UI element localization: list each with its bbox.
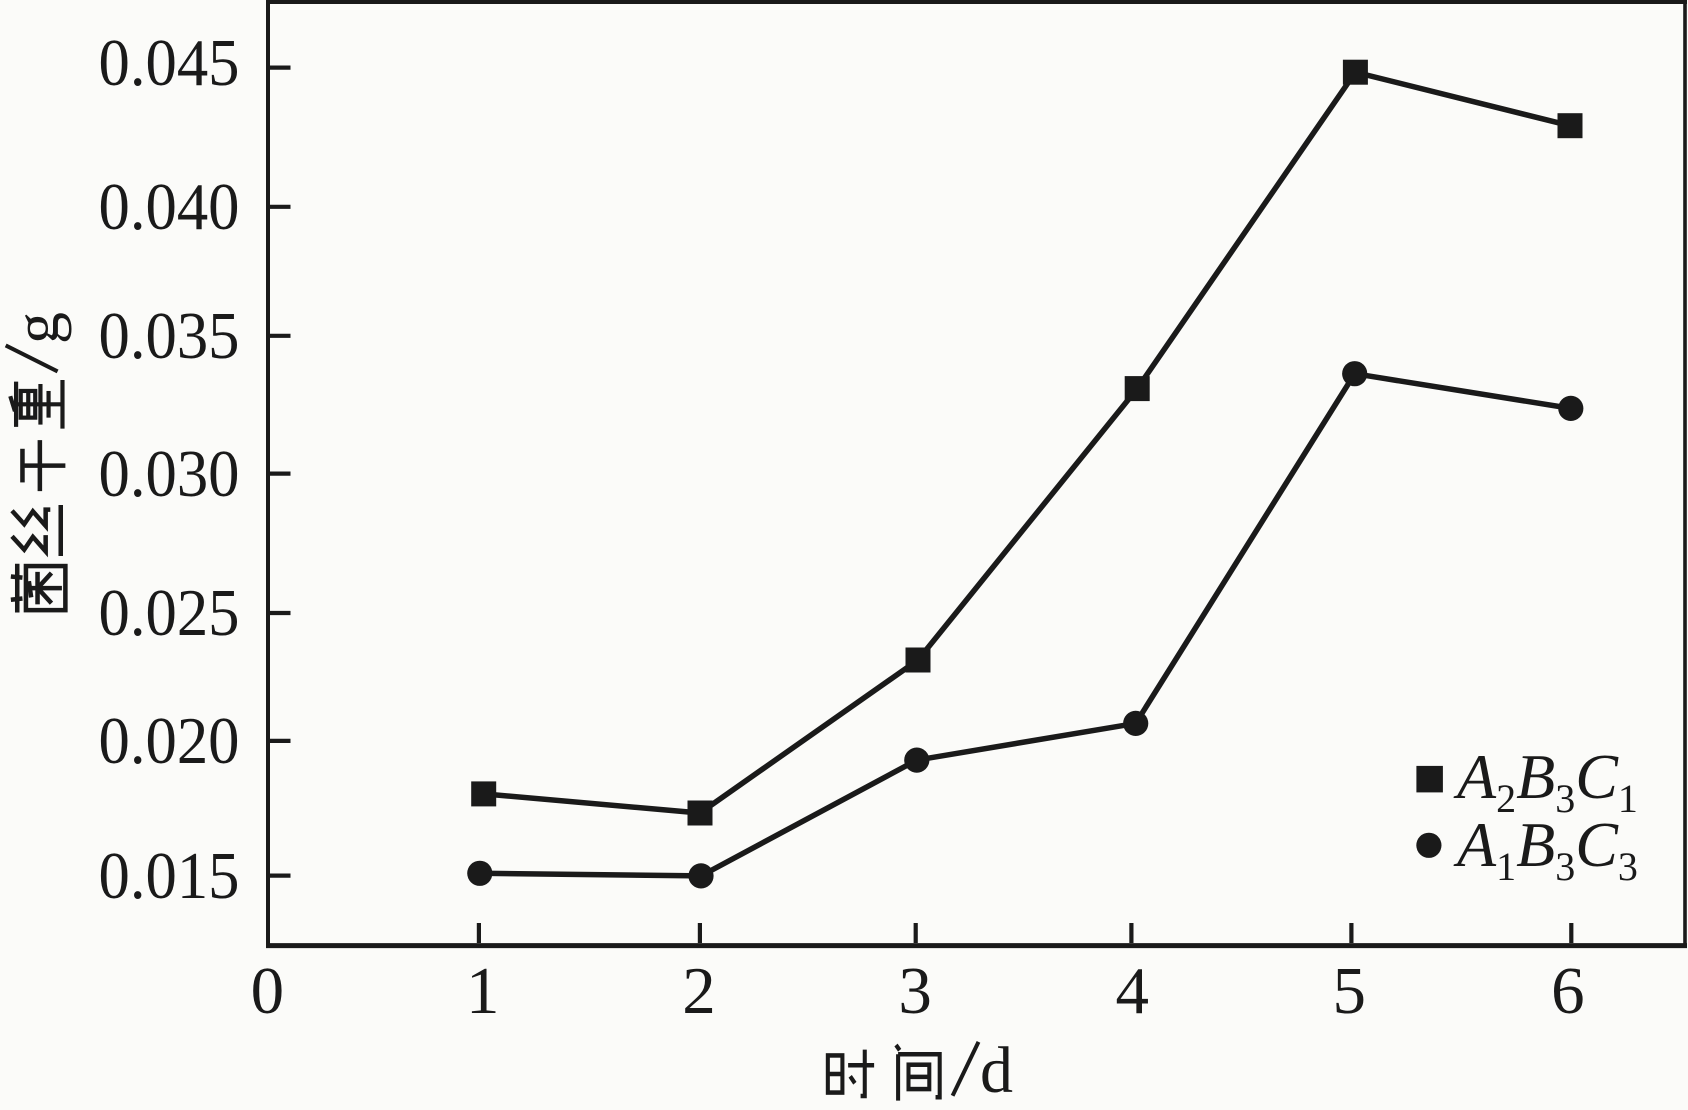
svg-text:0.015: 0.015 xyxy=(99,839,240,913)
svg-text:g: g xyxy=(1,312,72,344)
svg-text:0.035: 0.035 xyxy=(99,299,240,373)
svg-text:0.025: 0.025 xyxy=(99,576,240,650)
svg-text:5: 5 xyxy=(1332,954,1366,1028)
svg-text:0.040: 0.040 xyxy=(99,170,240,244)
svg-text:0.020: 0.020 xyxy=(99,704,240,778)
svg-text:3: 3 xyxy=(898,954,932,1028)
svg-text:2: 2 xyxy=(682,954,716,1028)
svg-text:d: d xyxy=(980,1034,1013,1107)
svg-text:0.030: 0.030 xyxy=(99,437,240,511)
svg-text:4: 4 xyxy=(1115,954,1149,1028)
svg-text:6: 6 xyxy=(1551,954,1585,1028)
svg-text:0.045: 0.045 xyxy=(99,26,240,100)
svg-text:A2B3C1: A2B3C1 xyxy=(1453,741,1638,821)
svg-text:0: 0 xyxy=(251,954,285,1028)
svg-text:1: 1 xyxy=(466,954,500,1028)
svg-text:A1B3C3: A1B3C3 xyxy=(1453,809,1638,889)
